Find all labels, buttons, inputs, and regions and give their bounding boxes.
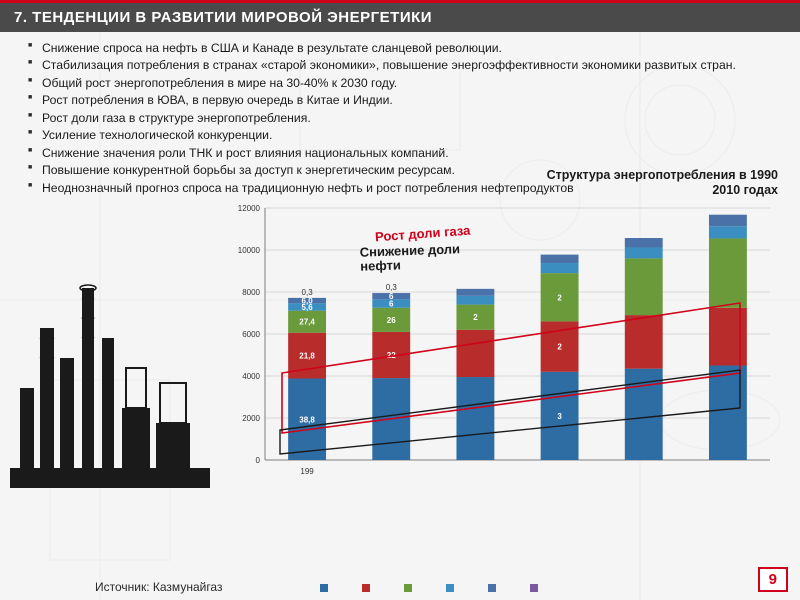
svg-text:2: 2	[557, 293, 562, 302]
source-text: Источник: Казмунайгаз	[95, 580, 222, 594]
svg-text:8000: 8000	[242, 288, 260, 297]
legend-markers	[320, 584, 538, 592]
legend-swatch	[446, 584, 454, 592]
slide-header: 7. ТЕНДЕНЦИИ В РАЗВИТИИ МИРОВОЙ ЭНЕРГЕТИ…	[0, 0, 800, 32]
chart-title: Структура энергопотребления в 1990 2010 …	[547, 168, 778, 198]
list-item: Рост потребления в ЮВА, в первую очередь…	[30, 92, 778, 108]
svg-text:26: 26	[387, 316, 396, 325]
svg-text:12000: 12000	[238, 204, 261, 213]
list-item: Снижение значения роли ТНК и рост влияни…	[30, 145, 778, 161]
legend-swatch	[404, 584, 412, 592]
annotation-oil-decline: Снижение доли нефти	[360, 242, 461, 274]
svg-text:6: 6	[389, 292, 394, 301]
svg-text:6000: 6000	[242, 330, 260, 339]
list-item: Рост доли газа в структуре энергопотребл…	[30, 110, 778, 126]
svg-text:38,8: 38,8	[299, 415, 315, 424]
legend-swatch	[362, 584, 370, 592]
list-item: Общий рост энергопотребления в мире на 3…	[30, 75, 778, 91]
svg-text:199: 199	[300, 467, 314, 476]
svg-text:6,0: 6,0	[302, 297, 314, 306]
svg-text:0: 0	[256, 456, 261, 465]
legend-swatch	[320, 584, 328, 592]
svg-text:3: 3	[557, 412, 562, 421]
svg-text:21,8: 21,8	[299, 352, 315, 361]
chart-region: Структура энергопотребления в 1990 2010 …	[30, 198, 778, 508]
legend-swatch	[530, 584, 538, 592]
factory-illustration	[10, 268, 220, 488]
svg-text:4000: 4000	[242, 372, 260, 381]
svg-text:2: 2	[473, 313, 478, 322]
svg-text:10000: 10000	[238, 246, 261, 255]
list-item: Усиление технологической конкуренции.	[30, 127, 778, 143]
stacked-bar-chart: 02000400060008000100001200038,821,827,45…	[220, 198, 780, 488]
slide-title: 7. ТЕНДЕНЦИИ В РАЗВИТИИ МИРОВОЙ ЭНЕРГЕТИ…	[14, 9, 432, 26]
list-item: Снижение спроса на нефть в США и Канаде …	[30, 40, 778, 56]
legend-swatch	[488, 584, 496, 592]
page-number: 9	[758, 567, 788, 592]
svg-text:27,4: 27,4	[299, 318, 315, 327]
svg-text:2: 2	[557, 343, 562, 352]
svg-text:0,3: 0,3	[386, 283, 398, 292]
list-item: Стабилизация потребления в странах «стар…	[30, 57, 778, 73]
svg-text:2000: 2000	[242, 414, 260, 423]
svg-text:0,3: 0,3	[302, 288, 314, 297]
